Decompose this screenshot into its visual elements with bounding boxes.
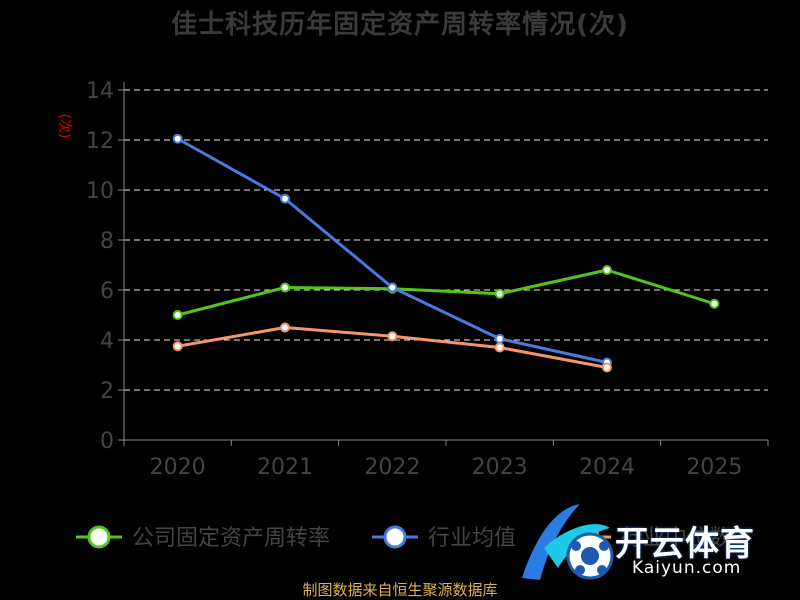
watermark-brand-text: 开云体育	[615, 524, 755, 564]
y-tick-label: 8	[100, 229, 114, 254]
legend-marker	[87, 525, 111, 549]
legend-label: 行业均值	[428, 526, 516, 551]
data-point	[172, 310, 183, 320]
series-line-1	[176, 137, 608, 364]
data-point	[172, 133, 183, 144]
y-axis-label: (次)	[56, 114, 72, 139]
data-point	[709, 298, 720, 309]
data-point	[602, 265, 612, 275]
data-point	[494, 333, 505, 344]
logo-icon	[522, 504, 614, 580]
source-note: 制图数据来自恒生聚源数据库	[302, 581, 498, 599]
legend-label: 公司固定资产周转率	[132, 526, 330, 551]
legend-label: 行业中位数	[621, 526, 731, 551]
chart-title: 佳士科技历年固定资产周转率情况(次)	[171, 10, 629, 40]
x-tick-label: 2022	[364, 455, 420, 480]
legend-marker	[383, 525, 407, 549]
data-point	[494, 288, 505, 299]
y-tick-label: 6	[100, 279, 114, 304]
x-tick-label: 2023	[472, 455, 528, 480]
y-tick-label: 12	[86, 129, 114, 154]
watermark-logo: 开云体育 Kaiyun.com	[510, 498, 800, 590]
x-tick-label: 2021	[257, 455, 313, 480]
y-tick-label: 0	[100, 429, 114, 454]
watermark-site-text: Kaiyun.com	[632, 558, 742, 578]
data-point	[387, 282, 398, 293]
y-tick-label: 14	[86, 79, 114, 104]
data-point	[172, 341, 183, 352]
data-point	[280, 282, 290, 293]
y-tick-label: 2	[100, 379, 114, 404]
y-tick-label: 10	[86, 179, 114, 204]
data-point	[494, 342, 505, 353]
series-line-0	[177, 268, 715, 317]
data-point	[280, 322, 290, 333]
data-point	[280, 193, 290, 204]
data-point	[602, 362, 612, 373]
x-tick-label: 2020	[150, 455, 206, 480]
x-tick-label: 2025	[686, 455, 742, 480]
y-tick-label: 4	[100, 329, 114, 354]
data-point	[387, 331, 398, 342]
x-tick-label: 2024	[579, 455, 635, 480]
